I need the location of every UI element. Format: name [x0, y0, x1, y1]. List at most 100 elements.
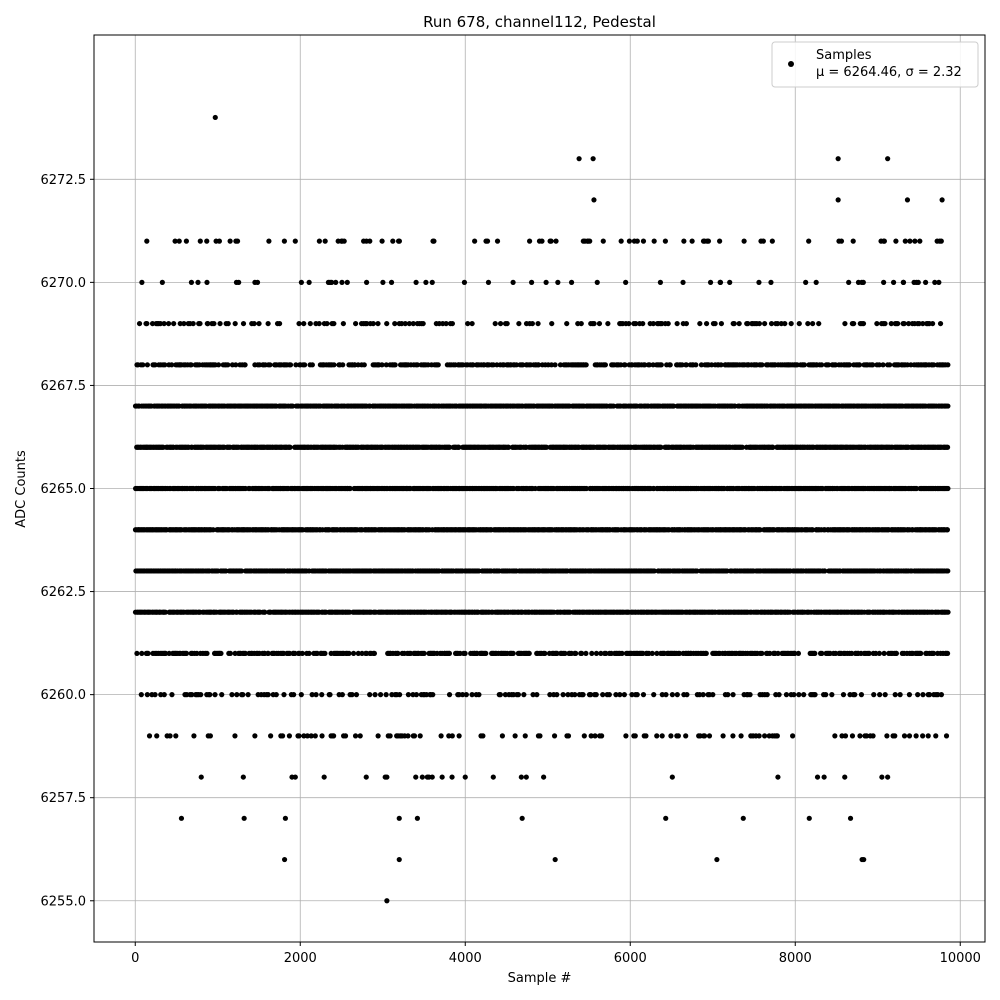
data-point: [654, 650, 660, 657]
data-point: [920, 733, 926, 739]
data-point: [217, 320, 223, 327]
data-point: [617, 692, 623, 698]
data-point: [783, 692, 790, 698]
data-point: [240, 320, 247, 327]
data-point: [197, 320, 203, 327]
data-point: [251, 320, 257, 327]
data-point: [218, 650, 224, 657]
data-point: [602, 362, 608, 368]
data-point: [267, 362, 273, 368]
data-point: [144, 692, 150, 698]
data-point: [463, 692, 469, 698]
data-point: [591, 320, 597, 327]
data-point: [945, 609, 951, 615]
data-point: [191, 733, 197, 739]
data-point: [299, 650, 305, 657]
data-point: [296, 320, 302, 327]
data-point: [212, 692, 218, 698]
data-point: [897, 692, 903, 698]
data-point: [438, 733, 444, 739]
data-point: [245, 692, 251, 698]
data-point: [240, 692, 246, 698]
data-point: [392, 362, 398, 368]
data-point: [906, 692, 913, 698]
data-point: [945, 568, 951, 574]
data-point: [945, 485, 951, 492]
data-point: [516, 320, 522, 327]
data-point: [469, 320, 475, 327]
data-point: [659, 733, 665, 739]
data-point: [456, 444, 462, 450]
data-point: [276, 320, 283, 327]
data-point: [238, 568, 245, 574]
data-point: [706, 733, 713, 739]
data-point: [870, 733, 876, 739]
data-point: [573, 650, 579, 657]
data-point: [683, 733, 689, 739]
data-point: [913, 733, 919, 739]
data-point: [649, 650, 655, 657]
data-point: [580, 692, 586, 698]
data-point: [572, 692, 578, 698]
data-point: [370, 320, 376, 327]
data-point: [449, 320, 455, 327]
data-point: [515, 692, 522, 698]
data-point: [931, 650, 937, 657]
data-point: [543, 444, 550, 450]
data-point: [281, 692, 287, 698]
data-point: [762, 320, 768, 327]
data-point: [731, 320, 737, 327]
data-point: [564, 320, 570, 327]
data-point: [273, 692, 279, 698]
data-point: [767, 650, 773, 657]
data-point: [375, 320, 381, 327]
data-point: [462, 650, 468, 657]
data-point: [194, 650, 200, 657]
data-point: [290, 403, 296, 409]
data-point: [430, 692, 436, 698]
data-point: [849, 733, 856, 739]
data-point: [757, 527, 763, 533]
data-point: [210, 527, 216, 533]
data-point: [606, 692, 612, 698]
data-point: [668, 733, 674, 739]
data-point: [770, 444, 776, 450]
data-point: [417, 733, 423, 739]
data-point: [579, 650, 585, 657]
data-point: [718, 320, 725, 327]
data-point: [901, 733, 908, 739]
data-point: [339, 692, 345, 698]
data-point: [510, 650, 516, 657]
data-point: [792, 650, 798, 657]
data-point: [651, 568, 657, 574]
data-point: [537, 733, 543, 739]
data-point: [367, 692, 373, 698]
data-point: [730, 733, 736, 739]
data-point: [915, 692, 921, 698]
data-point: [554, 650, 560, 657]
data-point: [578, 320, 584, 327]
data-point: [871, 692, 877, 698]
data-point: [421, 650, 427, 657]
data-point: [823, 692, 829, 698]
data-point: [877, 692, 883, 698]
data-point: [353, 692, 360, 698]
data-point: [632, 733, 638, 739]
data-point: [331, 362, 337, 368]
data-point: [529, 320, 535, 327]
data-point: [819, 362, 825, 368]
data-point: [658, 444, 664, 450]
data-point: [480, 733, 486, 739]
data-point: [312, 733, 318, 739]
data-point: [774, 733, 780, 739]
data-point: [801, 362, 808, 368]
data-point: [371, 650, 378, 657]
data-point: [138, 692, 144, 698]
data-point: [287, 362, 294, 368]
data-point: [204, 650, 210, 657]
data-point: [730, 692, 736, 698]
data-point: [603, 650, 609, 657]
data-point: [347, 485, 353, 492]
data-point: [943, 733, 950, 739]
